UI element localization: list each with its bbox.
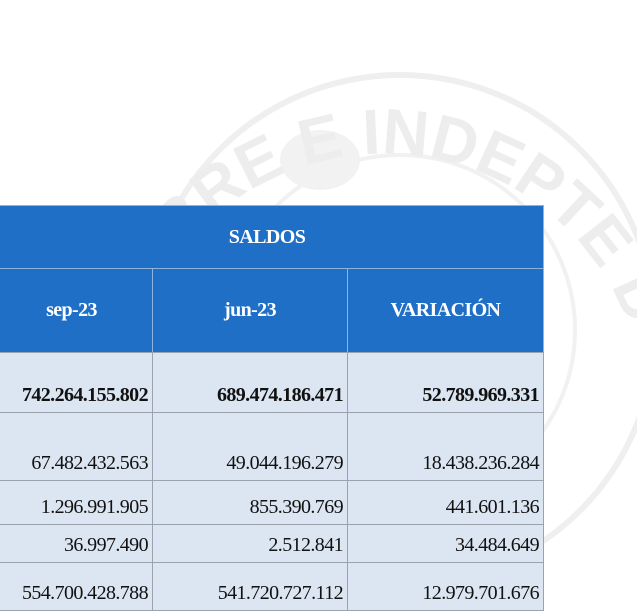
- table-cell: 34.484.649: [347, 524, 544, 563]
- column-header: sep-23: [0, 268, 153, 353]
- column-header: VARIACIÓN: [347, 268, 544, 353]
- column-header: jun-23: [152, 268, 348, 353]
- table-cell: 441.601.136: [347, 480, 544, 525]
- table-cell: 52.789.969.331: [347, 352, 544, 413]
- seal-icon: [280, 130, 360, 190]
- table-cell: 1.296.991.905: [0, 480, 153, 525]
- table-cell: 12.979.701.676: [347, 562, 544, 611]
- table-cell: 18.438.236.284: [347, 412, 544, 481]
- table-cell: 554.700.428.788: [0, 562, 153, 611]
- table-cell: 2.512.841: [152, 524, 348, 563]
- table-cell: 742.264.155.802: [0, 352, 153, 413]
- table-cell: 855.390.769: [152, 480, 348, 525]
- table-cell: 36.997.490: [0, 524, 153, 563]
- table-cell: 541.720.727.112: [152, 562, 348, 611]
- table: SALDOS sep-23 jun-23 VARIACIÓN 742.264.155.8…: [0, 205, 544, 611]
- table-title: SALDOS: [0, 205, 544, 269]
- table-cell: 49.044.196.279: [152, 412, 348, 481]
- table-cell: 67.482.432.563: [0, 412, 153, 481]
- table-cell: 689.474.186.471: [152, 352, 348, 413]
